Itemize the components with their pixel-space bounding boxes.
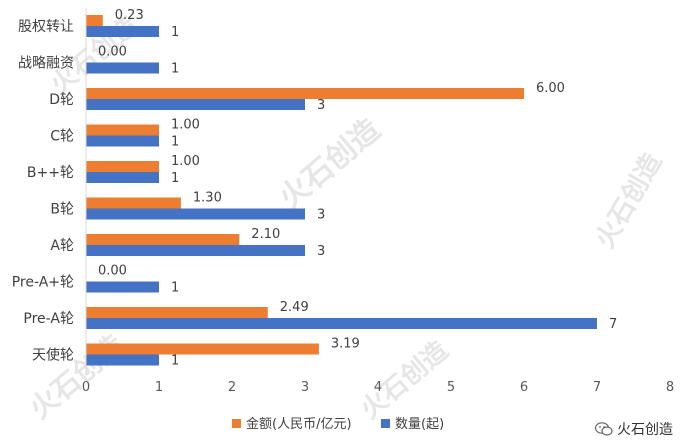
category-label: 战略融资 bbox=[18, 56, 74, 72]
x-tick-label: 4 bbox=[374, 380, 382, 395]
bar-amount bbox=[86, 307, 268, 318]
bar-amount bbox=[86, 343, 319, 355]
data-label-count: 1 bbox=[171, 281, 179, 296]
category-label: C轮 bbox=[50, 129, 74, 145]
category-label: Pre-A+轮 bbox=[12, 275, 74, 291]
data-label-count: 1 bbox=[171, 135, 179, 150]
data-label-amount: 3.19 bbox=[331, 337, 360, 352]
brand-mark: 火石创造 bbox=[595, 419, 673, 439]
bar-amount bbox=[86, 234, 240, 245]
bars-layer bbox=[86, 15, 597, 366]
data-label-amount: 0.00 bbox=[98, 45, 127, 60]
category-label: B++轮 bbox=[27, 165, 74, 181]
data-label-amount: 1.00 bbox=[171, 154, 200, 169]
data-label-amount: 0.00 bbox=[98, 264, 127, 279]
category-label: B轮 bbox=[50, 202, 74, 218]
bar-count bbox=[86, 26, 159, 37]
bar-amount bbox=[86, 124, 159, 136]
legend-label-count: 数量(起) bbox=[395, 417, 444, 432]
bar-amount bbox=[86, 197, 181, 209]
data-label-amount: 1.30 bbox=[193, 191, 222, 206]
brand-text: 火石创造 bbox=[617, 422, 673, 438]
category-label: Pre-A轮 bbox=[23, 311, 74, 327]
bar-amount bbox=[86, 88, 524, 99]
category-label: 股权转让 bbox=[18, 19, 74, 35]
watermark-text: 火石创造 bbox=[590, 148, 668, 253]
bar-count bbox=[86, 99, 305, 110]
data-label-count: 1 bbox=[171, 62, 179, 77]
bar-count bbox=[86, 281, 159, 293]
x-tick-label: 6 bbox=[520, 380, 528, 395]
x-tick-label: 2 bbox=[228, 380, 236, 395]
data-label-count: 1 bbox=[171, 25, 179, 40]
data-label-count: 7 bbox=[609, 317, 617, 332]
bar-amount bbox=[86, 15, 103, 26]
data-label-amount: 2.49 bbox=[280, 300, 309, 315]
watermark-text: 火石创造 bbox=[23, 328, 130, 425]
watermark-text: 火石创造 bbox=[273, 112, 387, 216]
legend-label-amount: 金额(人民币/亿元) bbox=[246, 416, 352, 432]
x-tick-label: 7 bbox=[593, 380, 601, 395]
data-label-count: 1 bbox=[171, 354, 179, 369]
bar-count bbox=[86, 208, 305, 220]
data-label-amount: 2.10 bbox=[251, 227, 280, 242]
data-label-amount: 6.00 bbox=[536, 81, 565, 96]
x-tick-label: 8 bbox=[666, 380, 674, 395]
wechat-icon bbox=[595, 422, 613, 436]
category-label: 天使轮 bbox=[32, 347, 74, 364]
legend: 金额(人民币/亿元) 数量(起) bbox=[232, 416, 444, 432]
category-label: A轮 bbox=[50, 238, 74, 254]
legend-swatch-amount bbox=[232, 419, 241, 428]
data-label-count: 1 bbox=[171, 171, 179, 186]
category-label: D轮 bbox=[49, 92, 74, 108]
bar-count bbox=[86, 318, 597, 329]
bar-amount bbox=[86, 161, 159, 172]
bar-count bbox=[86, 354, 159, 366]
x-tick-label: 1 bbox=[155, 380, 163, 395]
bar-count bbox=[86, 135, 159, 147]
bar-count bbox=[86, 62, 159, 74]
x-tick-label: 5 bbox=[447, 380, 455, 395]
data-labels: 0.23 1 0.00 1 6.00 3 1.00 1 1.00 1 1.30 3 2.10 3 0.00 1… bbox=[98, 8, 617, 369]
watermark-text: 火石创造 bbox=[355, 336, 454, 426]
data-label-count: 3 bbox=[317, 244, 325, 259]
x-tick-label: 3 bbox=[301, 380, 309, 395]
data-label-count: 3 bbox=[317, 98, 325, 113]
bar-count bbox=[86, 172, 159, 183]
data-label-count: 3 bbox=[317, 208, 325, 223]
x-axis-ticks: 0 1 2 3 4 5 6 7 8 bbox=[82, 380, 674, 395]
data-label-amount: 0.23 bbox=[115, 8, 144, 23]
data-label-amount: 1.00 bbox=[171, 118, 200, 133]
legend-swatch-count bbox=[381, 419, 390, 428]
bar-count bbox=[86, 245, 305, 256]
x-tick-label: 0 bbox=[82, 380, 90, 395]
